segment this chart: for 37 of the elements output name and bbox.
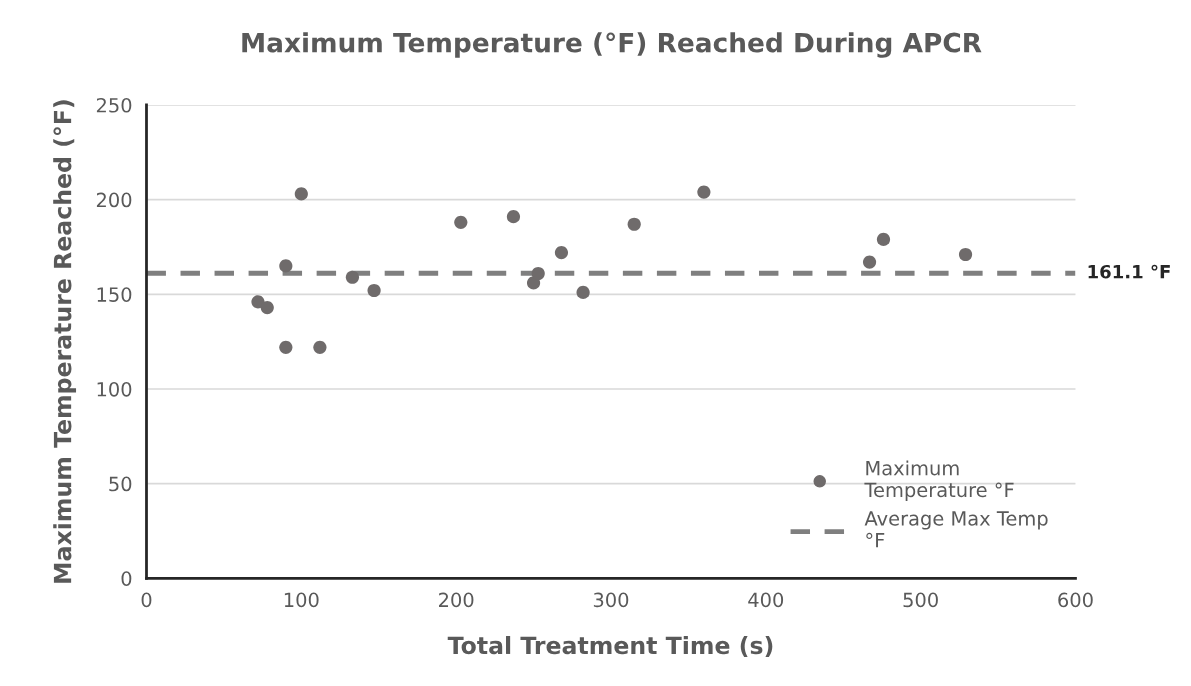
point [697,185,711,199]
point [345,270,359,284]
point [279,259,293,273]
point [554,246,569,260]
point [862,255,877,269]
x-tick-label: 400 [748,592,784,608]
y-tick-label: 200 [96,192,132,208]
point [313,340,327,354]
legend-label: Maximum Temperature °F [864,460,1014,502]
point [279,340,293,354]
x-tick-label: 0 [141,592,152,608]
y-tick-label: 50 [109,476,132,492]
point [367,283,381,298]
y-tick-label: 150 [97,287,132,302]
x-tick-label: 100 [284,592,319,608]
x-tick-label: 500 [903,592,938,608]
y-tick-label: 0 [121,571,132,586]
point [260,300,274,315]
point [876,232,891,246]
x-tick-label: 600 [1058,592,1093,608]
x-tick-label: 200 [439,592,474,608]
y-tick-label: 250 [96,97,132,113]
annotation: 161.1 °F [1088,264,1170,279]
x-axis-title: Total Treatment Time (s) [447,636,773,658]
y-axis-title: Maximum Temperature Reached (°F) [53,100,77,583]
point [627,217,641,231]
point [531,266,545,281]
chart-title: Maximum Temperature (°F) Reached During APCR [242,32,982,58]
point [294,187,308,201]
point [454,215,468,229]
x-tick-label: 300 [593,592,629,608]
point [251,295,265,309]
point [506,210,521,224]
legend-label: Average Max Temp °F [864,511,1048,548]
point [576,285,590,299]
point [958,247,973,262]
y-tick-label: 100 [97,381,132,397]
